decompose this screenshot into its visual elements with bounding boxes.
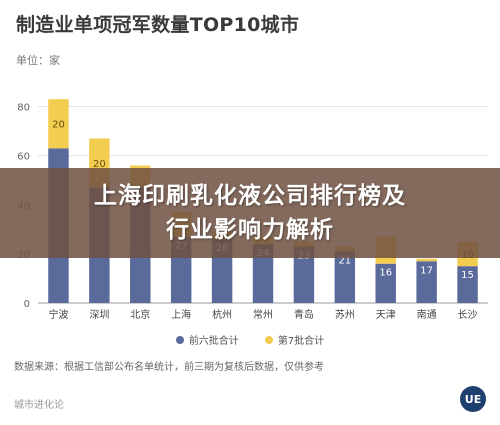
x-tick-label: 北京	[130, 308, 150, 321]
bar-series1	[457, 266, 478, 303]
x-tick-label: 青岛	[294, 308, 314, 321]
chart-title: 制造业单项冠军数量TOP10城市	[16, 14, 300, 36]
bar-series1	[375, 263, 396, 303]
bar-data-label: 16	[379, 268, 392, 279]
y-tick-label: 60	[17, 152, 30, 163]
bar-series1	[252, 244, 274, 303]
legend-item-series2: 第7批合计	[264, 332, 325, 347]
legend-label-series2: 第7批合计	[277, 336, 325, 347]
y-tick-label: 0	[24, 299, 30, 310]
overlay-line-1: 上海印刷乳化液公司排行榜及	[94, 183, 406, 209]
bar-data-label: 20	[93, 159, 106, 170]
legend-dot-series2-icon	[264, 335, 273, 344]
legend-label-series1: 前六批合计	[188, 336, 239, 347]
x-tick-label: 上海	[171, 308, 191, 321]
bar-series1	[416, 261, 437, 303]
x-tick-label: 南通	[417, 308, 437, 321]
bar-series1	[334, 251, 356, 303]
bar-data-label: 21	[338, 255, 351, 266]
x-tick-label: 深圳	[89, 309, 109, 321]
bar-chart: 02040608020宁波20深圳北京27上海26杭州24常州23青岛21苏州1…	[17, 99, 488, 321]
brand-name: 城市进化论	[14, 400, 64, 411]
bar-series1	[293, 246, 315, 303]
x-tick-label: 长沙	[458, 309, 478, 321]
unit-label: 单位：家	[16, 54, 60, 67]
x-tick-label: 苏州	[335, 308, 355, 321]
x-tick-label: 常州	[253, 308, 273, 321]
brand-logo-icon: UE	[460, 386, 486, 412]
x-tick-label: 天津	[376, 309, 396, 321]
bar-data-label: 20	[52, 120, 65, 131]
legend-item-series1: 前六批合计	[175, 332, 239, 347]
legend: 前六批合计 第7批合计	[0, 332, 500, 347]
overlay-banner: 上海印刷乳化液公司排行榜及 行业影响力解析	[0, 168, 500, 258]
overlay-line-2: 行业影响力解析	[166, 217, 334, 243]
x-tick-label: 杭州	[212, 308, 232, 321]
y-tick-label: 80	[17, 103, 30, 114]
bar-data-label: 17	[420, 265, 433, 276]
data-source-note: 数据来源：根据工信部公布名单统计，前三期为复核后数据，仅供参考	[14, 362, 324, 373]
x-tick-label: 宁波	[48, 308, 68, 321]
bar-data-label: 15	[461, 270, 474, 281]
legend-dot-series1-icon	[175, 335, 184, 344]
bar-series2	[48, 99, 69, 149]
bar-series2	[416, 258, 437, 262]
